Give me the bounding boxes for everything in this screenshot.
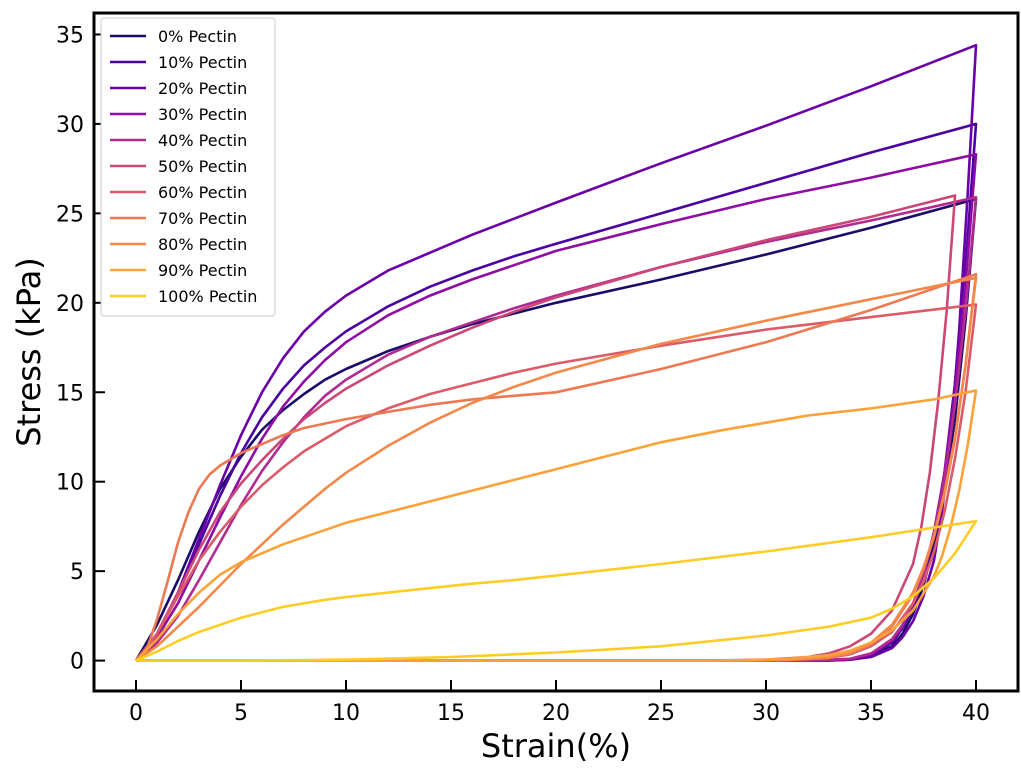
- y-tick-label: 10: [56, 471, 84, 496]
- legend-label-1: 10% Pectin: [158, 53, 247, 72]
- x-tick-label: 40: [962, 701, 990, 726]
- x-tick-label: 25: [647, 701, 675, 726]
- y-axis-title: Stress (kPa): [10, 257, 48, 446]
- y-tick-label: 20: [56, 292, 84, 317]
- legend-label-6: 60% Pectin: [158, 183, 247, 202]
- y-tick-label: 5: [70, 560, 84, 585]
- y-tick-label: 0: [70, 650, 84, 675]
- tick-layer: 0 5 10 15 20 25 30 35 40 0 5 10 15 20 25 30 35: [56, 23, 990, 726]
- series-layer: [134, 43, 978, 662]
- x-tick-label: 15: [437, 701, 465, 726]
- series-line-2: [134, 43, 978, 662]
- legend-label-2: 20% Pectin: [158, 79, 247, 98]
- x-tick-label: 0: [129, 701, 143, 726]
- series-line-9: [135, 389, 978, 662]
- legend-label-0: 0% Pectin: [158, 27, 237, 46]
- plot-frame: [92, 11, 1020, 693]
- y-tick-label: 25: [56, 202, 84, 227]
- legend-label-9: 90% Pectin: [158, 261, 247, 280]
- x-tick-label: 35: [857, 701, 885, 726]
- x-tick-label: 30: [752, 701, 780, 726]
- y-tick-label: 30: [56, 113, 84, 138]
- legend: 0% Pectin 10% Pectin 20% Pectin 30% Pectin 4…: [100, 17, 276, 317]
- x-axis-title: Strain(%): [481, 727, 631, 765]
- legend-label-8: 80% Pectin: [158, 235, 247, 254]
- series-line-8: [135, 276, 978, 662]
- y-tick-label: 15: [56, 381, 84, 406]
- x-tick-label: 10: [332, 701, 360, 726]
- x-tick-label: 5: [234, 701, 248, 726]
- y-tick-label: 35: [56, 23, 84, 48]
- legend-label-4: 40% Pectin: [158, 131, 247, 150]
- x-tick-label: 20: [542, 701, 570, 726]
- legend-label-10: 100% Pectin: [158, 287, 257, 306]
- legend-label-5: 50% Pectin: [158, 157, 247, 176]
- legend-label-3: 30% Pectin: [158, 105, 247, 124]
- series-line-10: [135, 519, 978, 662]
- legend-label-7: 70% Pectin: [158, 209, 247, 228]
- legend-box: [100, 17, 276, 317]
